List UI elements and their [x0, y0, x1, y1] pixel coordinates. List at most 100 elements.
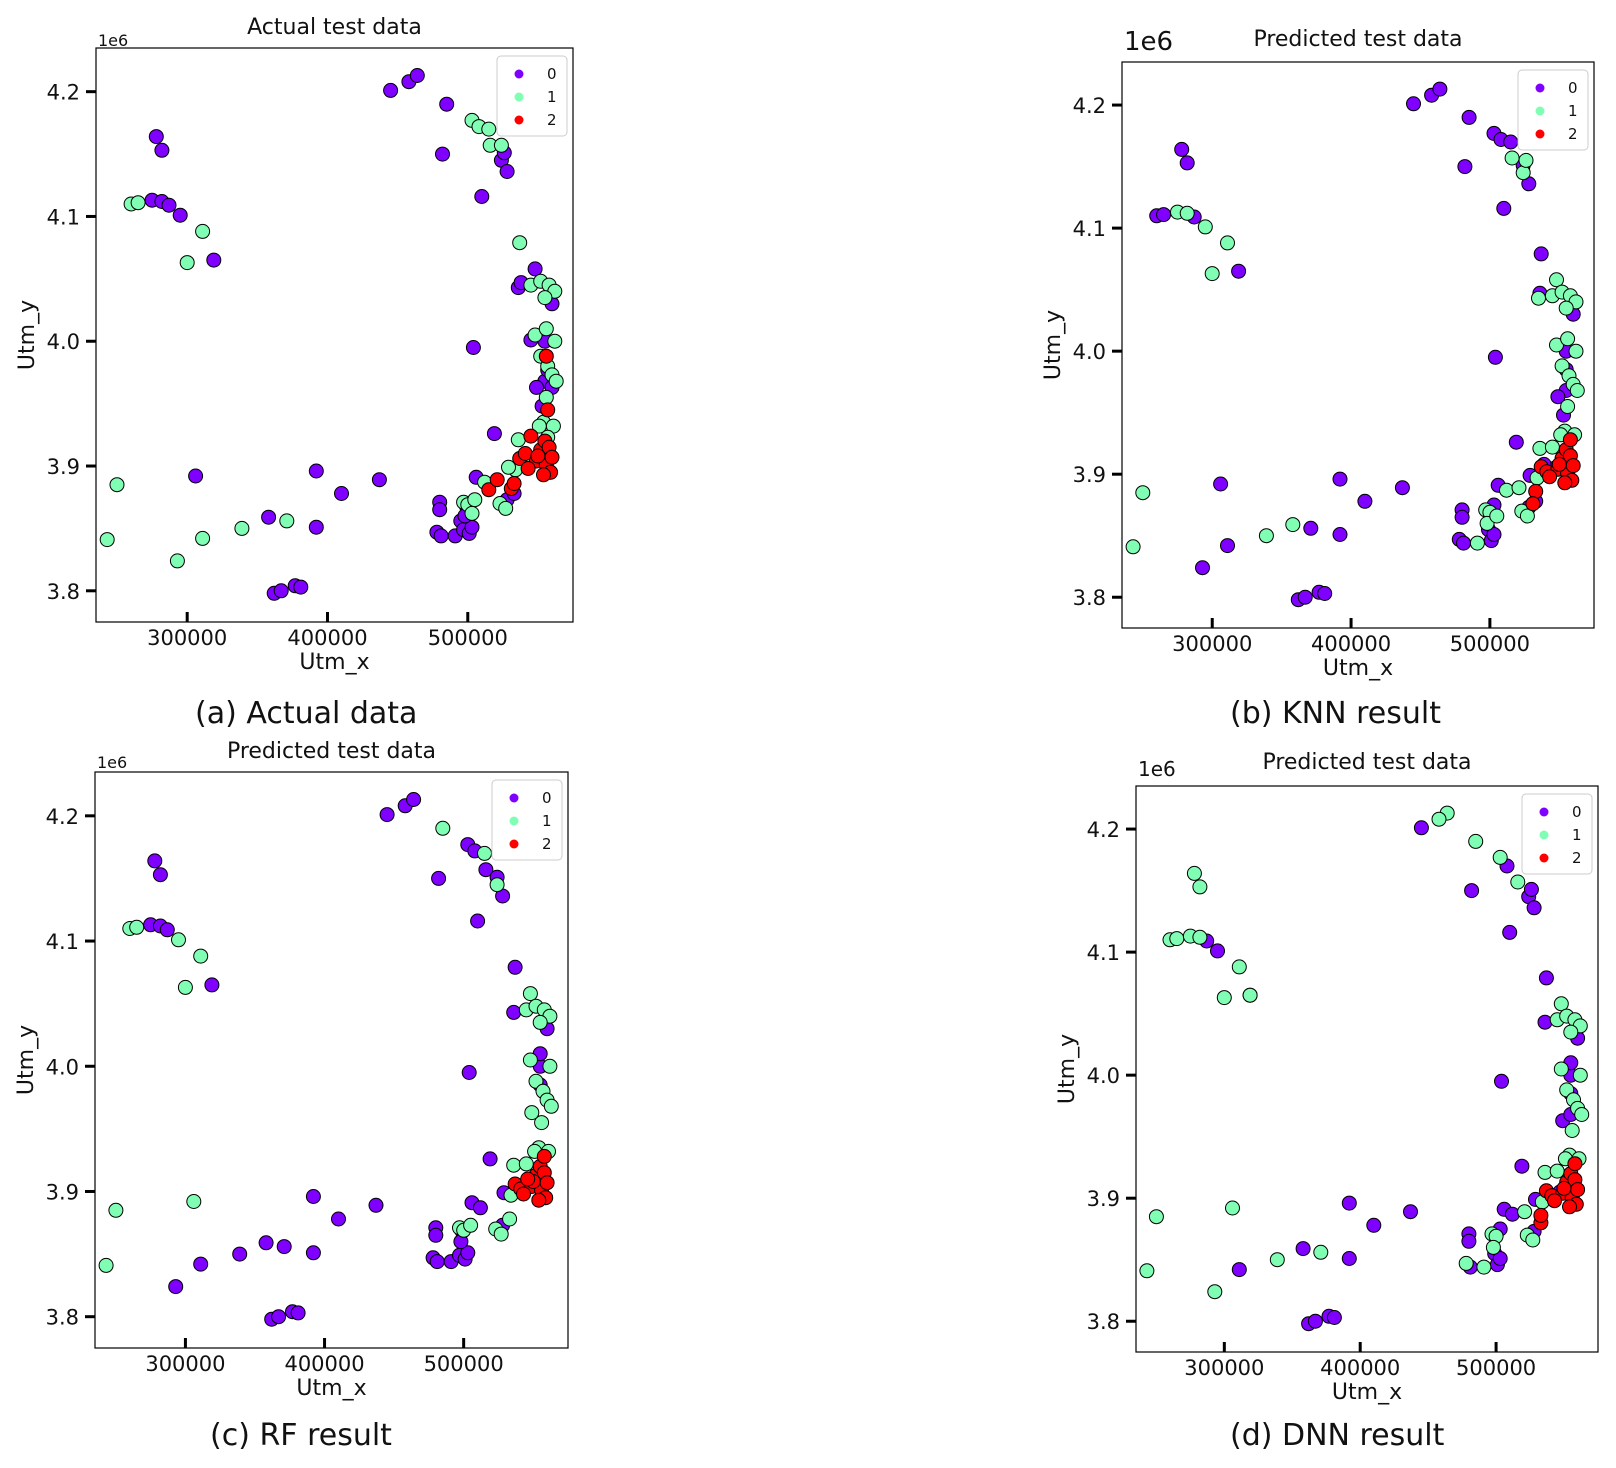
- data-point-class-1: [1204, 266, 1220, 282]
- scatter-chart-d: Predicted test data 1e6 300000 400000 500000…: [1055, 750, 1599, 1405]
- data-point-class-1: [1125, 539, 1141, 555]
- data-point-class-1: [1511, 480, 1527, 496]
- panel-b: Predicted test data 1e6 300000 400000 500000…: [1041, 10, 1606, 681]
- data-point-class-0: [529, 379, 544, 395]
- data-point-class-0: [478, 862, 494, 878]
- data-point-class-0: [499, 164, 515, 179]
- data-point-class-0: [1533, 246, 1549, 262]
- x-tick-label: 400000: [1311, 632, 1391, 656]
- data-points: [98, 792, 559, 1327]
- data-point-class-1: [108, 1202, 124, 1218]
- data-point-class-0: [507, 959, 523, 975]
- legend-marker: [1535, 83, 1545, 93]
- data-points: [1139, 805, 1590, 1332]
- data-point-class-1: [171, 932, 186, 948]
- data-point-class-1: [1504, 150, 1520, 166]
- data-point-class-0: [1503, 134, 1519, 150]
- data-point-class-1: [1148, 1209, 1164, 1225]
- y-tick-label: 3.8: [1087, 1310, 1120, 1334]
- data-point-class-0: [1464, 883, 1480, 899]
- legend: 0 1 2: [1517, 69, 1589, 151]
- y-axis-label: Utm_y: [1041, 310, 1066, 380]
- data-point-class-1: [1558, 300, 1574, 316]
- data-point-class-1: [1499, 482, 1514, 498]
- data-point-class-0: [1210, 943, 1225, 959]
- y-tick-label: 3.8: [1073, 586, 1106, 610]
- data-point-class-1: [1544, 439, 1560, 455]
- y-tick-label: 3.9: [46, 1180, 79, 1204]
- data-point-class-0: [161, 197, 177, 213]
- data-point-class-0: [428, 1227, 444, 1243]
- data-point-class-0: [1432, 81, 1448, 97]
- plot-frame: [1121, 61, 1595, 629]
- data-point-class-1: [99, 532, 115, 548]
- data-point-class-1: [1285, 517, 1301, 533]
- data-point-class-0: [293, 579, 309, 595]
- y-axis-label: Utm_y: [1055, 1034, 1080, 1104]
- y-offset-label: 1e6: [1138, 757, 1176, 781]
- data-point-class-0: [1332, 471, 1348, 487]
- data-point-class-0: [261, 509, 277, 525]
- data-point-class-1: [463, 1217, 479, 1233]
- data-point-class-0: [432, 502, 448, 518]
- data-point-class-2: [1570, 1182, 1586, 1198]
- data-point-class-1: [195, 223, 211, 239]
- data-point-class-2: [1547, 1193, 1562, 1209]
- data-point-class-0: [1317, 586, 1333, 601]
- data-point-class-0: [206, 252, 222, 268]
- data-point-class-1: [1186, 865, 1202, 881]
- y-offset-label: 1e6: [98, 31, 128, 50]
- scatter-chart-c: Predicted test data 1e6 300000 400000 500000…: [14, 739, 569, 1401]
- data-point-class-1: [1574, 1107, 1590, 1122]
- data-point-class-1: [501, 459, 516, 475]
- data-point-class-1: [1569, 383, 1585, 398]
- legend-marker: [1539, 830, 1549, 840]
- data-point-class-0: [188, 468, 204, 484]
- y-tick-label: 4.0: [1087, 1064, 1120, 1088]
- data-point-class-1: [477, 845, 492, 861]
- data-point-class-2: [1562, 432, 1578, 448]
- data-point-class-1: [1179, 205, 1195, 221]
- data-point-class-1: [1518, 152, 1534, 168]
- data-point-class-0: [1195, 560, 1210, 576]
- data-point-class-0: [506, 1004, 522, 1020]
- data-point-class-1: [1197, 219, 1213, 235]
- chart-title: Predicted test data: [1253, 27, 1462, 52]
- data-point-class-2: [520, 1171, 536, 1187]
- data-point-class-0: [1179, 155, 1195, 171]
- legend-marker: [514, 92, 524, 102]
- legend-entry: 0: [1568, 79, 1578, 97]
- data-point-class-0: [474, 189, 490, 204]
- plot-frame: [95, 47, 574, 623]
- data-point-class-0: [276, 1239, 292, 1255]
- data-point-class-0: [1341, 1251, 1357, 1266]
- data-point-class-1: [1458, 1255, 1474, 1271]
- data-point-class-1: [1572, 1067, 1588, 1083]
- data-point-class-1: [279, 513, 295, 529]
- chart-title: Predicted test data: [227, 739, 436, 764]
- data-point-class-1: [1192, 929, 1208, 945]
- data-point-class-1: [1560, 331, 1576, 347]
- data-point-class-0: [1357, 493, 1373, 509]
- data-point-class-0: [435, 146, 450, 162]
- x-tick-label: 400000: [1320, 1356, 1400, 1380]
- data-point-class-1: [498, 500, 514, 516]
- data-point-class-1: [493, 1226, 509, 1242]
- legend-entry: 2: [547, 111, 557, 129]
- y-axis-label: Utm_y: [14, 1025, 39, 1095]
- legend-box: [496, 55, 568, 137]
- data-point-class-1: [538, 389, 554, 405]
- chart-title: Predicted test data: [1262, 750, 1471, 775]
- data-point-class-1: [506, 1157, 522, 1173]
- data-point-class-0: [1537, 1014, 1553, 1030]
- data-point-class-2: [1542, 469, 1558, 485]
- data-point-class-2: [1533, 1207, 1549, 1223]
- data-point-class-0: [147, 853, 163, 869]
- legend-entry: 0: [1572, 803, 1582, 821]
- data-point-class-1: [1169, 931, 1185, 947]
- x-tick-label: 300000: [1172, 632, 1252, 656]
- data-point-class-2: [1562, 1199, 1577, 1215]
- legend-entry: 2: [1572, 849, 1582, 867]
- data-point-class-2: [1551, 456, 1567, 472]
- legend-marker: [514, 115, 524, 125]
